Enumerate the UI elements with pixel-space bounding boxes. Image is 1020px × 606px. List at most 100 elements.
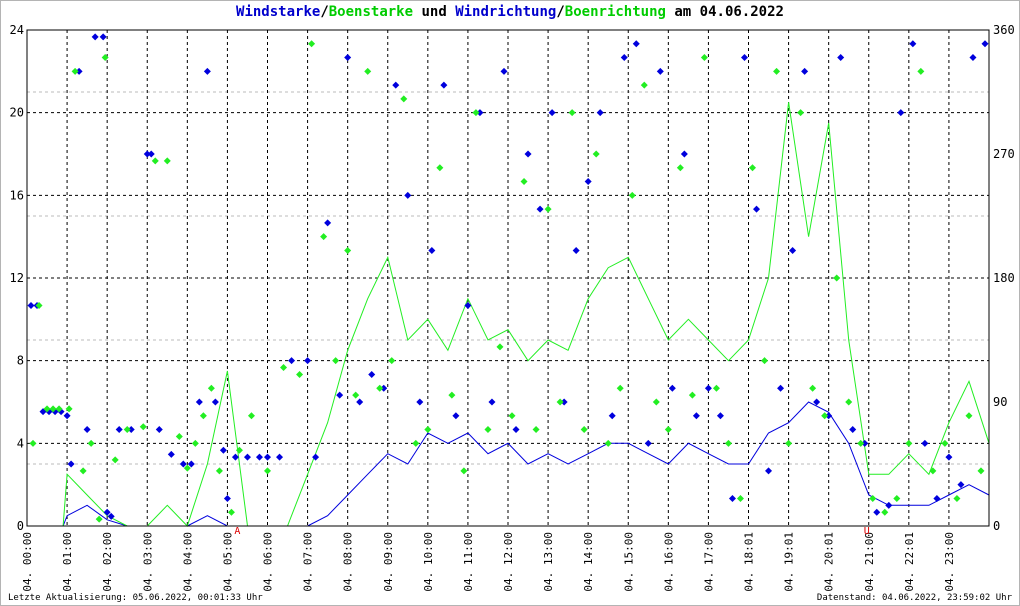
point-boenrichtung (508, 412, 516, 420)
point-boenrichtung (580, 426, 588, 434)
point-boenrichtung (344, 246, 352, 254)
x-tick-label: 04. 04:00 (181, 532, 194, 592)
point-boenrichtung (139, 423, 147, 431)
point-boenrichtung (264, 467, 271, 475)
point-windrichtung (187, 460, 195, 468)
point-windrichtung (945, 453, 953, 461)
point-windrichtung (167, 450, 175, 458)
point-windrichtung (107, 512, 115, 520)
point-boenrichtung (736, 494, 744, 502)
x-tick-label: 04. 00:00 (21, 532, 34, 592)
point-windrichtung (211, 398, 219, 406)
point-boenrichtung (123, 426, 131, 434)
point-windrichtung (753, 205, 761, 213)
title-part: Boenrichtung (564, 4, 666, 20)
point-boenrichtung (151, 157, 159, 165)
x-tick-label: 04. 05:00 (221, 532, 234, 592)
point-windrichtung (143, 150, 151, 158)
point-boenrichtung (869, 494, 877, 502)
point-windrichtung (127, 426, 135, 434)
point-windrichtung (288, 357, 296, 365)
point-windrichtung (897, 109, 905, 117)
point-boenrichtung (484, 426, 492, 434)
point-boenrichtung (296, 370, 304, 378)
point-windrichtung (969, 54, 977, 62)
point-boenrichtung (616, 384, 624, 392)
point-boenrichtung (101, 54, 109, 62)
x-tick-label: 04. 07:00 (302, 532, 315, 592)
point-windrichtung (203, 67, 211, 75)
point-boenrichtung (111, 456, 119, 464)
point-windrichtung (644, 439, 652, 447)
x-tick-label: 04. 22:01 (903, 532, 916, 592)
point-boenrichtung (700, 54, 708, 62)
point-windrichtung (716, 412, 724, 420)
x-tick-label: 04. 23:00 (943, 532, 956, 592)
point-boenrichtung (520, 178, 528, 186)
point-windrichtung (861, 439, 869, 447)
point-windrichtung (849, 426, 857, 434)
point-windrichtung (620, 54, 628, 62)
point-boenrichtung (688, 391, 696, 399)
point-boenrichtung (821, 412, 829, 420)
point-boenrichtung (235, 446, 243, 454)
x-tick-label: 04. 13:00 (542, 532, 555, 592)
point-boenrichtung (652, 398, 660, 406)
point-boenrichtung (845, 398, 853, 406)
point-windrichtung (63, 412, 71, 420)
point-windrichtung (255, 453, 263, 461)
point-boenrichtung (833, 274, 841, 282)
point-windrichtung (500, 67, 508, 75)
point-boenrichtung (640, 81, 648, 89)
point-windrichtung (219, 446, 227, 454)
point-boenrichtung (857, 439, 865, 447)
point-boenrichtung (376, 384, 384, 392)
point-boenrichtung (308, 40, 316, 48)
point-windrichtung (223, 494, 231, 502)
point-windrichtung (765, 467, 773, 475)
point-boenrichtung (496, 343, 504, 351)
point-windrichtung (656, 67, 664, 75)
point-windrichtung (440, 81, 448, 89)
point-boenrichtung (797, 109, 805, 117)
x-tick-label: 04. 14:00 (582, 532, 595, 592)
point-windrichtung (548, 109, 556, 117)
point-windrichtung (837, 54, 845, 62)
point-windrichtung (777, 384, 785, 392)
point-boenrichtung (893, 494, 901, 502)
point-boenrichtung (544, 205, 552, 213)
point-windrichtung (957, 481, 965, 489)
point-windrichtung (83, 426, 91, 434)
title-part: Windstarke (236, 4, 321, 20)
point-boenrichtung (364, 67, 372, 75)
point-boenrichtung (400, 95, 408, 103)
point-boenrichtung (664, 426, 672, 434)
point-windrichtung (344, 54, 352, 62)
point-boenrichtung (163, 157, 171, 165)
point-windrichtung (740, 54, 748, 62)
point-boenrichtung (965, 412, 973, 420)
point-boenrichtung (724, 439, 732, 447)
y-left-tick-label: 24 (10, 23, 24, 37)
footer-data-status: Datenstand: 04.06.2022, 23:59:02 Uhr (816, 593, 1012, 603)
x-tick-label: 04. 19:01 (783, 532, 796, 592)
point-boenrichtung (199, 412, 207, 420)
x-tick-label: 04. 18:01 (743, 532, 756, 592)
point-windrichtung (91, 33, 99, 41)
point-boenrichtung (183, 464, 191, 472)
x-tick-label: 04. 08:00 (342, 532, 355, 592)
y-right-tick-label: 90 (993, 395, 1007, 409)
point-windrichtung (885, 501, 893, 509)
point-boenrichtung (87, 439, 95, 447)
point-windrichtung (452, 412, 460, 420)
point-boenrichtung (49, 405, 57, 413)
point-boenrichtung (785, 439, 793, 447)
point-windrichtung (312, 453, 320, 461)
point-boenrichtung (592, 150, 600, 158)
point-boenrichtung (388, 357, 396, 365)
y-left-tick-label: 16 (10, 188, 24, 202)
point-boenrichtung (977, 467, 985, 475)
point-boenrichtung (215, 467, 223, 475)
point-boenrichtung (472, 109, 480, 117)
x-tick-label: 04. 12:00 (502, 532, 515, 592)
